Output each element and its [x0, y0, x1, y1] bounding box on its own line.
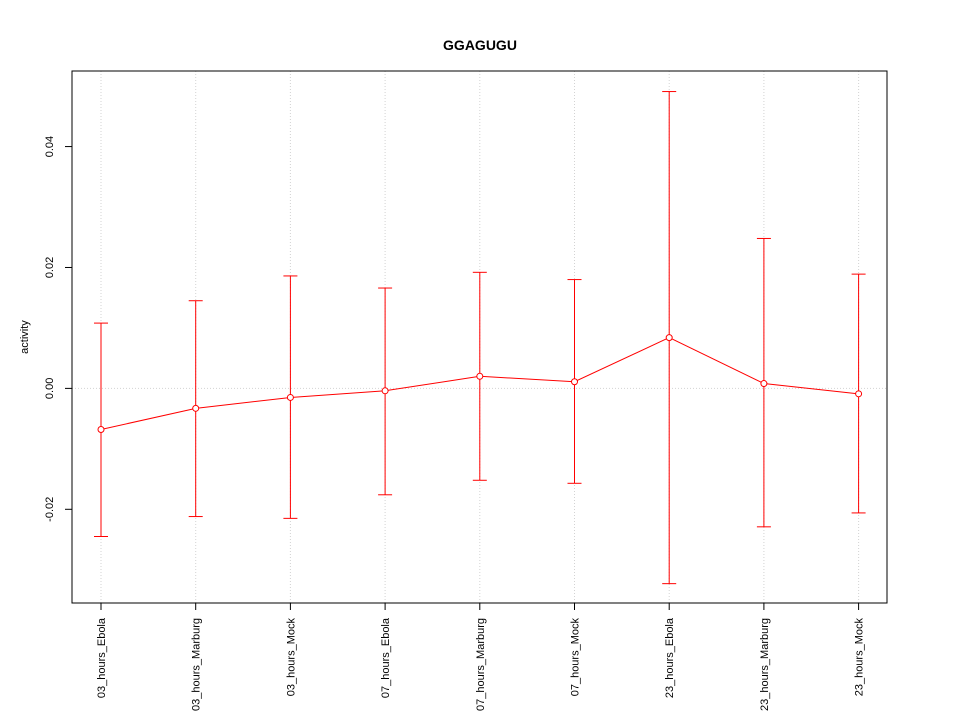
y-tick-label: -0.02	[44, 497, 56, 522]
y-tick-label: 0.04	[44, 136, 56, 157]
x-tick-label: 03_hours_Ebola	[96, 617, 108, 698]
data-point	[286, 393, 294, 401]
data-point	[381, 387, 389, 395]
data-point	[665, 334, 673, 342]
x-tick-label: 07_hours_Marburg	[475, 618, 487, 711]
y-tick-label: 0.00	[44, 378, 56, 399]
y-axis-label: activity	[19, 320, 31, 354]
x-tick-label: 03_hours_Marburg	[191, 618, 203, 711]
data-point	[571, 378, 578, 386]
x-tick-label: 23_hours_Ebola	[664, 617, 676, 698]
grid-lines	[72, 71, 887, 603]
series-layer	[94, 91, 866, 585]
x-tick-label: 07_hours_Ebola	[380, 617, 392, 698]
data-point	[855, 390, 863, 398]
x-axis: 03_hours_Ebola 03_hours_Marburg 03_hours_M…	[96, 602, 866, 711]
x-tick-label: 03_hours_Mock	[285, 618, 297, 697]
y-axis: -0.02 0.00 0.02 0.04	[44, 136, 73, 522]
data-point	[760, 380, 768, 388]
chart-title: GGAGUGU	[443, 37, 517, 53]
x-tick-label: 23_hours_Marburg	[759, 618, 771, 711]
x-tick-label: 23_hours_Mock	[854, 618, 866, 697]
data-point	[476, 372, 484, 380]
y-tick-label: 0.02	[44, 257, 56, 278]
data-point	[192, 404, 200, 412]
data-point	[97, 425, 105, 433]
x-tick-label: 07_hours_Mock	[570, 618, 582, 697]
